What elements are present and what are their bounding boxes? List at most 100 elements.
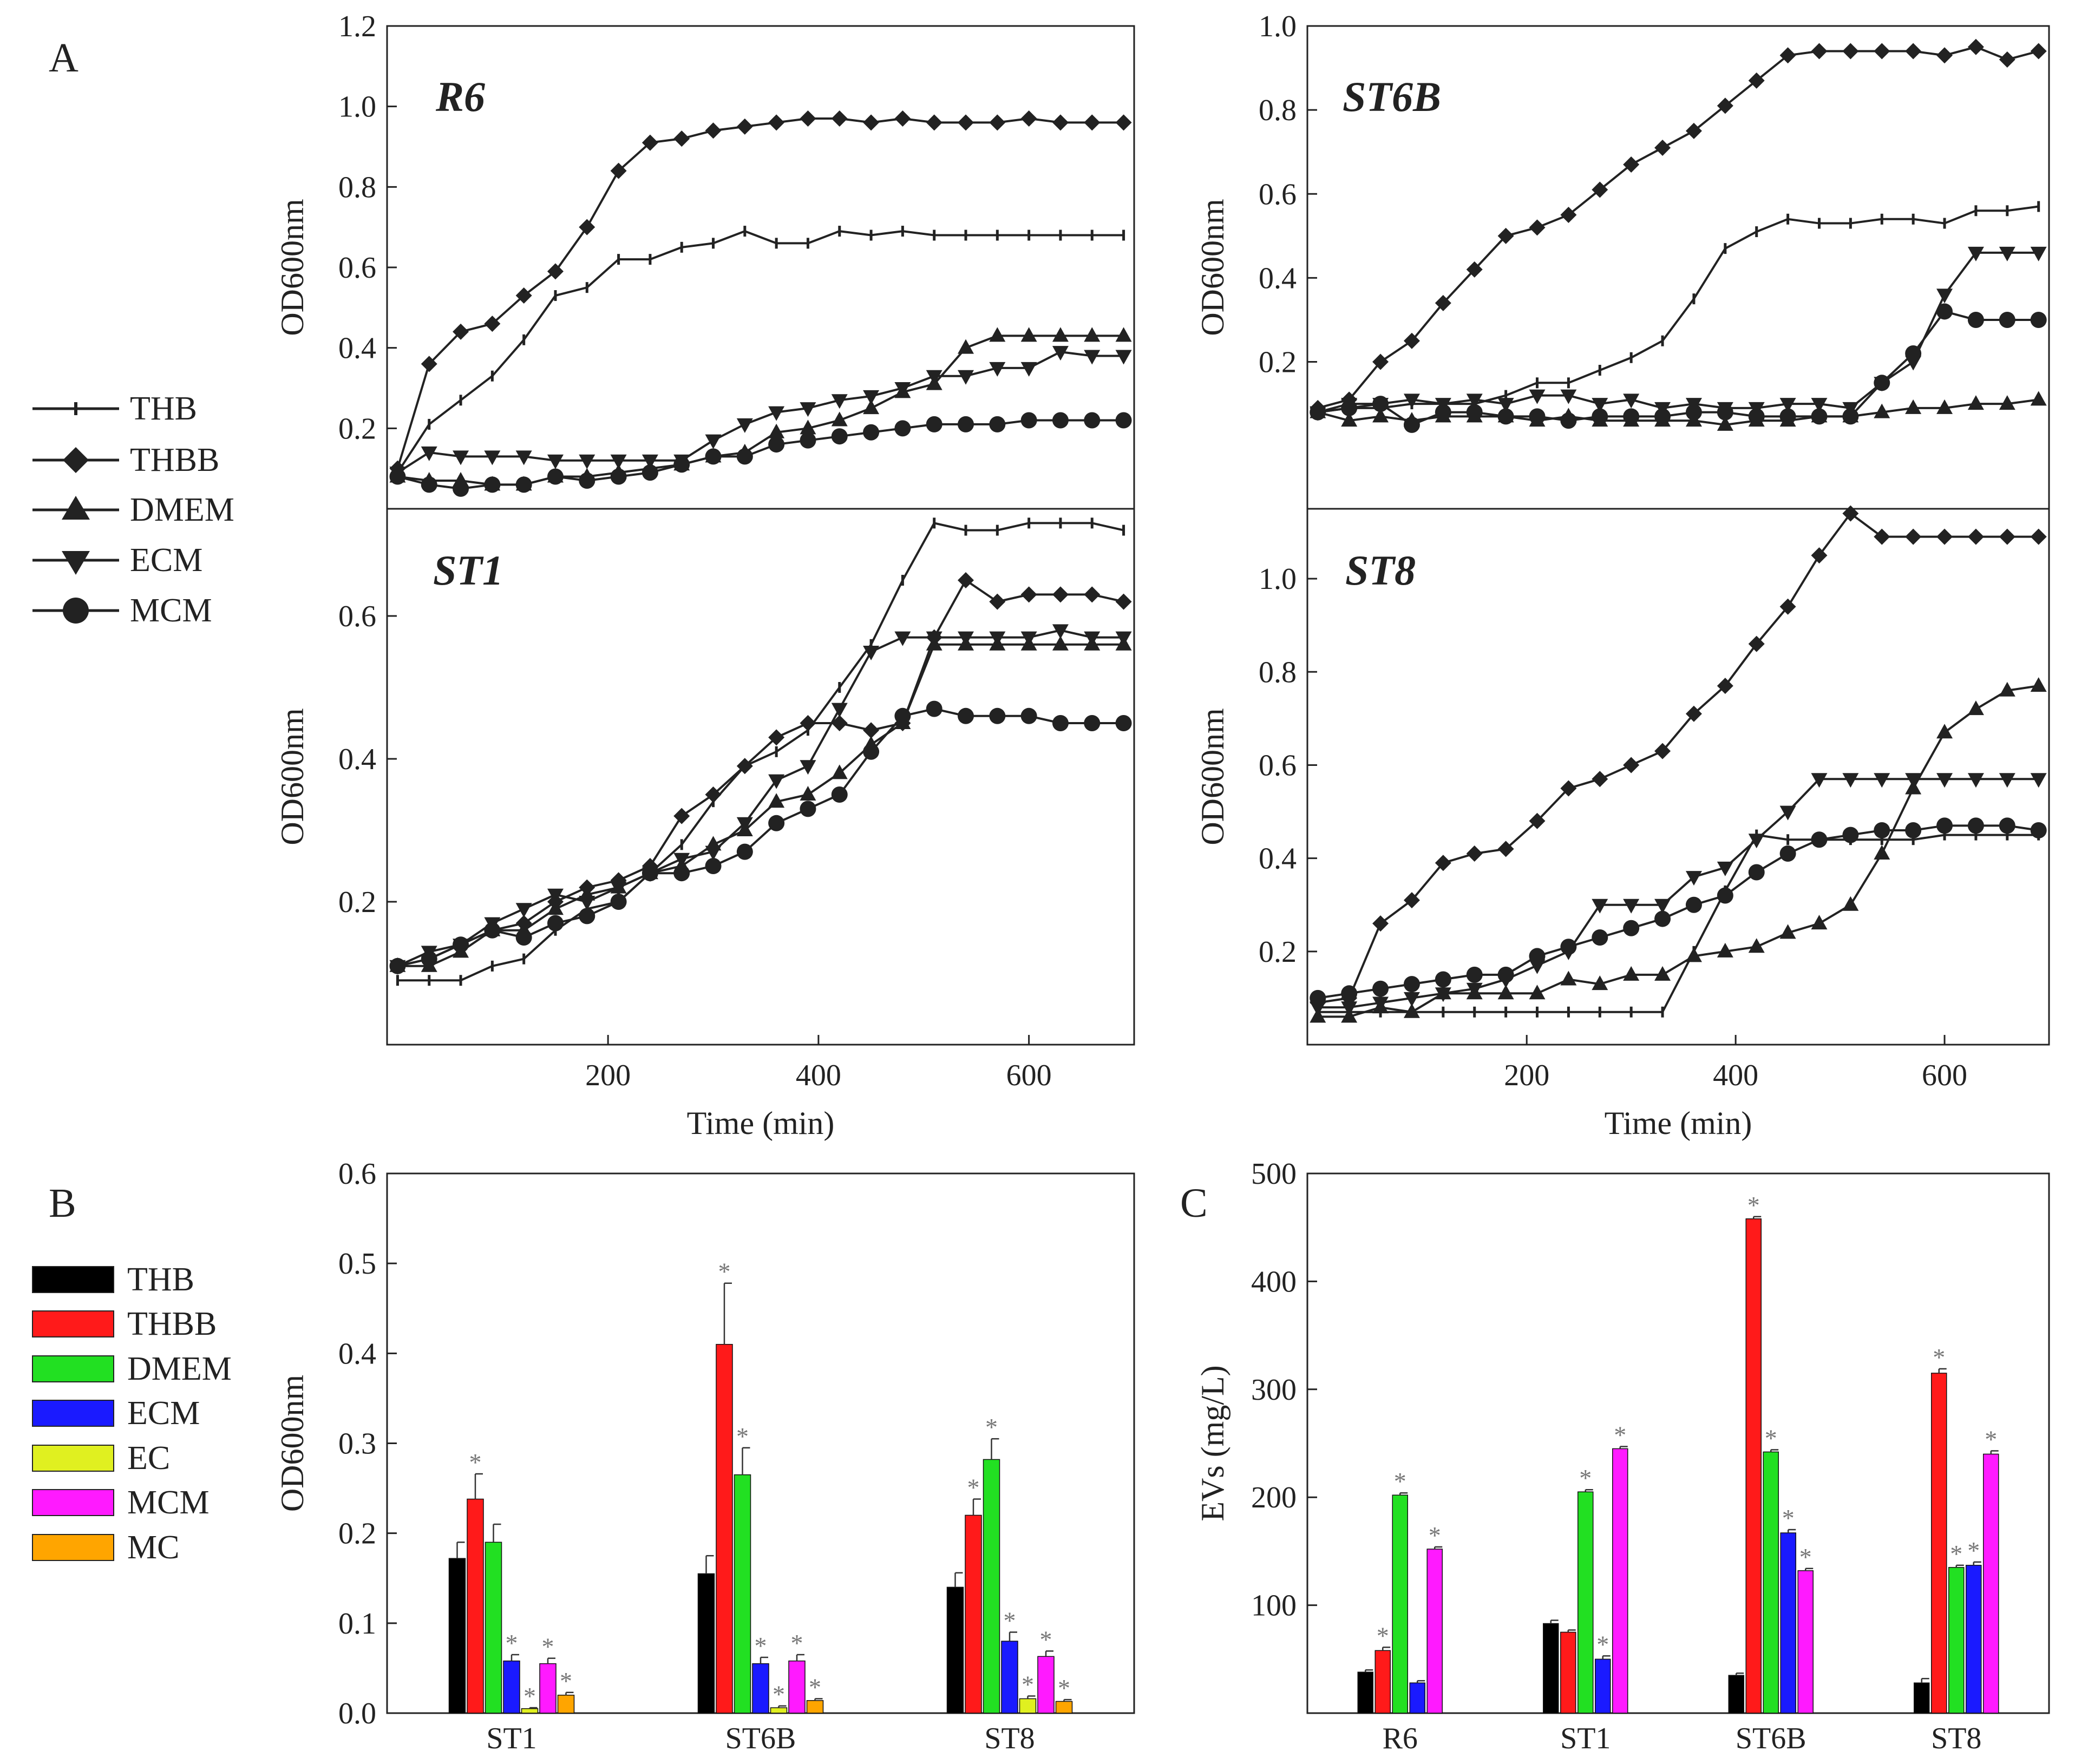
y-axis-label: OD600nm xyxy=(274,1375,310,1512)
legend-label-ec-bar: EC xyxy=(127,1440,170,1477)
data-point-mcm xyxy=(1372,980,1389,997)
data-point-mcm xyxy=(1905,345,1922,362)
data-point-ecm xyxy=(642,454,658,469)
bar-ecm-st1 xyxy=(503,1660,520,1714)
data-point-dmem xyxy=(1654,966,1671,981)
bar-mcm-st8 xyxy=(1037,1656,1055,1714)
data-point-thbb xyxy=(800,110,816,127)
data-point-ecm xyxy=(926,370,942,385)
data-point-ecm xyxy=(547,888,564,903)
y-tick-label: 0.2 xyxy=(1259,935,1297,969)
y-tick-label: 0.5 xyxy=(338,1247,376,1281)
data-point-dmem xyxy=(1020,327,1037,342)
data-point-mcm xyxy=(1685,896,1702,913)
data-point-thbb xyxy=(989,114,1006,131)
data-point-mcm xyxy=(1936,303,1953,320)
data-point-dmem xyxy=(1936,724,1953,739)
data-point-mcm xyxy=(610,894,627,910)
series-ecm xyxy=(1310,246,2047,421)
data-point-thbb xyxy=(1936,528,1953,545)
significance-asterisk: * xyxy=(791,1629,803,1657)
data-point-ecm xyxy=(958,370,974,385)
data-point-ecm xyxy=(453,450,469,465)
chart-title: R6 xyxy=(435,73,485,120)
data-point-mcm xyxy=(421,950,437,967)
data-point-dmem xyxy=(1717,416,1733,431)
y-tick-label: 1.0 xyxy=(338,90,376,124)
triangle-up-marker-icon xyxy=(62,496,90,520)
x-axis-label: Time (min) xyxy=(1605,1105,1752,1141)
legend-item-ecm: ECM xyxy=(32,542,202,579)
data-point-ecm xyxy=(989,362,1006,377)
data-point-mcm xyxy=(579,908,595,924)
bar-thbb-st1 xyxy=(467,1498,484,1714)
legend-label-mcm-bar: MCM xyxy=(127,1484,210,1521)
data-point-mcm xyxy=(736,843,753,860)
data-point-thbb xyxy=(1999,528,2015,545)
plot-frame xyxy=(386,508,1135,1046)
plot-frame xyxy=(1306,508,2050,1046)
significance-asterisk: * xyxy=(1022,1670,1034,1698)
data-point-mcm xyxy=(515,476,532,493)
series-ecm xyxy=(389,346,1132,482)
data-point-thbb xyxy=(1685,705,1702,722)
data-point-mcm xyxy=(1779,408,1796,425)
data-point-ecm xyxy=(1341,1001,1358,1017)
data-point-mcm xyxy=(894,707,911,724)
data-point-ecm xyxy=(1874,773,1890,788)
data-point-mcm xyxy=(421,476,437,493)
triangle-down-marker-icon xyxy=(62,551,90,575)
data-point-ecm xyxy=(894,382,911,397)
x-tick-label: 400 xyxy=(1713,1059,1758,1092)
legend-label-mcm: MCM xyxy=(130,592,212,629)
data-point-thbb xyxy=(894,110,911,127)
data-point-thbb xyxy=(1084,586,1101,603)
data-point-ecm xyxy=(1115,350,1132,365)
significance-asterisk: * xyxy=(1985,1425,1997,1453)
data-point-dmem xyxy=(1529,985,1546,1000)
data-point-ecm xyxy=(958,631,974,646)
category-label: ST1 xyxy=(486,1722,536,1755)
bar-thb-st1 xyxy=(1543,1623,1559,1714)
series-line-thb xyxy=(1318,834,2039,1013)
data-point-thbb xyxy=(958,114,974,131)
data-point-dmem xyxy=(1874,845,1890,860)
significance-asterisk: * xyxy=(1765,1424,1777,1452)
data-point-thbb xyxy=(1497,841,1514,857)
significance-asterisk: * xyxy=(1596,1630,1609,1658)
data-point-mcm xyxy=(1717,887,1733,904)
data-point-ecm xyxy=(1936,773,1953,788)
legend-swatch-thb xyxy=(32,1266,114,1293)
data-point-ecm xyxy=(1779,805,1796,821)
bar-dmem-st6b xyxy=(1763,1451,1779,1714)
data-point-dmem xyxy=(1842,896,1859,911)
data-point-mcm xyxy=(610,468,627,485)
bar-mcm-st1 xyxy=(1612,1448,1628,1714)
series-line-thbb xyxy=(396,117,1124,469)
data-point-ecm xyxy=(1842,773,1859,788)
x-tick-label: 400 xyxy=(796,1059,841,1092)
data-point-mcm xyxy=(1020,707,1037,724)
data-point-mcm xyxy=(1967,311,1984,328)
data-point-mcm xyxy=(515,929,532,946)
data-point-ecm xyxy=(610,881,627,896)
series-thbb xyxy=(1310,38,2047,416)
y-tick-label: 100 xyxy=(1251,1589,1297,1623)
series-line-ecm xyxy=(397,629,1124,967)
data-point-thbb xyxy=(831,715,848,731)
legend-bar-chart: THB THBB DMEM ECM EC MCM MC xyxy=(32,1261,232,1566)
bar-thbb-st1 xyxy=(1560,1631,1576,1714)
plot-frame xyxy=(386,25,1135,510)
data-point-mcm xyxy=(1466,404,1483,421)
legend-label-thb-bar: THB xyxy=(127,1261,194,1298)
bar-ecm-st6b xyxy=(1780,1532,1796,1714)
legend-item-dmem-bar: DMEM xyxy=(32,1350,232,1387)
data-point-ecm xyxy=(1999,773,2015,788)
data-point-mcm xyxy=(1779,845,1796,862)
legend-label-dmem-bar: DMEM xyxy=(127,1350,232,1387)
data-point-mcm xyxy=(705,448,722,465)
data-point-dmem xyxy=(863,399,880,415)
data-point-thbb xyxy=(1497,227,1514,244)
bar-dmem-st8 xyxy=(983,1459,1000,1714)
y-axis-label: OD600nm xyxy=(1195,708,1230,845)
